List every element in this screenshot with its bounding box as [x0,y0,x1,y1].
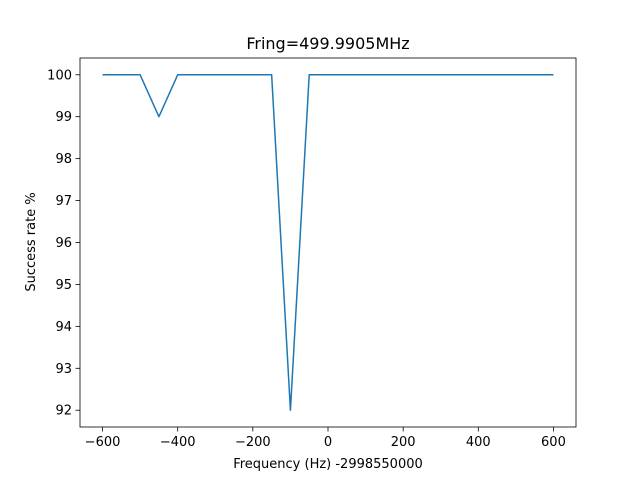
x-tick-label: −600 [85,435,121,450]
y-axis-label: Success rate % [24,192,39,291]
y-tick-label: 93 [55,362,72,377]
y-tick-label: 97 [55,194,72,209]
y-tick-label: 96 [55,236,72,251]
x-tick-label: 200 [391,435,416,450]
y-tick-label: 92 [55,404,72,419]
x-tick-label: 600 [541,435,566,450]
x-axis-label: Frequency (Hz) -2998550000 [233,457,423,472]
y-tick-label: 94 [55,320,72,335]
y-tick-label: 99 [55,110,72,125]
x-tick-label: −400 [160,435,196,450]
y-tick-label: 100 [47,68,72,83]
x-tick-label: 0 [324,435,332,450]
y-tick-label: 95 [55,278,72,293]
x-tick-label: 400 [466,435,491,450]
series-line-0 [102,74,554,411]
y-tick-label: 98 [55,152,72,167]
plot-area: −600 −400 −200 0 200 400 600 92 93 94 95 96 97 98 99 10… [47,57,577,450]
chart-title: Fring=499.9905MHz [246,34,409,53]
x-tick-label: −200 [235,435,271,450]
